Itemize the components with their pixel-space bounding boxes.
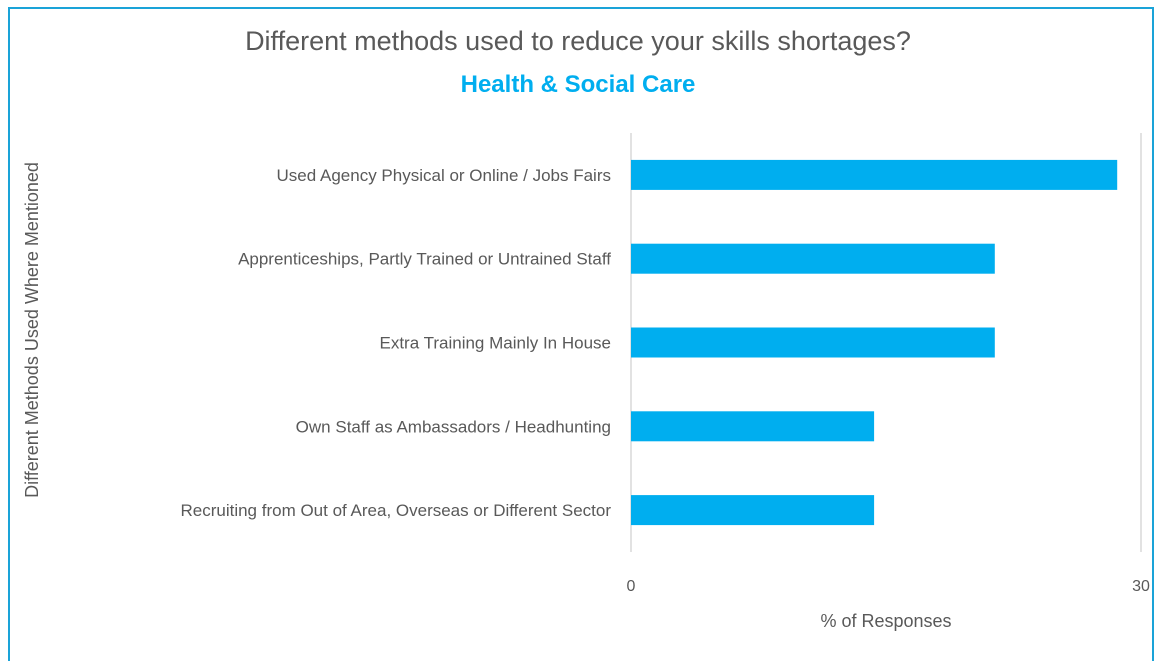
x-axis-title: % of Responses (820, 611, 951, 631)
category-label: Used Agency Physical or Online / Jobs Fa… (277, 166, 611, 185)
bar (631, 159, 1118, 190)
x-tick-label: 0 (627, 578, 636, 595)
category-label: Apprenticeships, Partly Trained or Untra… (238, 250, 611, 269)
category-label: Extra Training Mainly In House (380, 334, 612, 353)
x-tick-label: 30 (1132, 578, 1150, 595)
bar (631, 243, 995, 274)
bar (631, 327, 995, 358)
chart-subtitle: Health & Social Care (460, 71, 696, 98)
y-axis-title: Different Methods Used Where Mentioned (22, 162, 42, 498)
bar (631, 411, 875, 442)
bar (631, 495, 875, 526)
chart-frame (8, 7, 1154, 661)
category-label: Own Staff as Ambassadors / Headhunting (296, 417, 611, 436)
chart-title: Different methods used to reduce your sk… (245, 26, 911, 56)
category-label: Recruiting from Out of Area, Overseas or… (180, 501, 611, 520)
